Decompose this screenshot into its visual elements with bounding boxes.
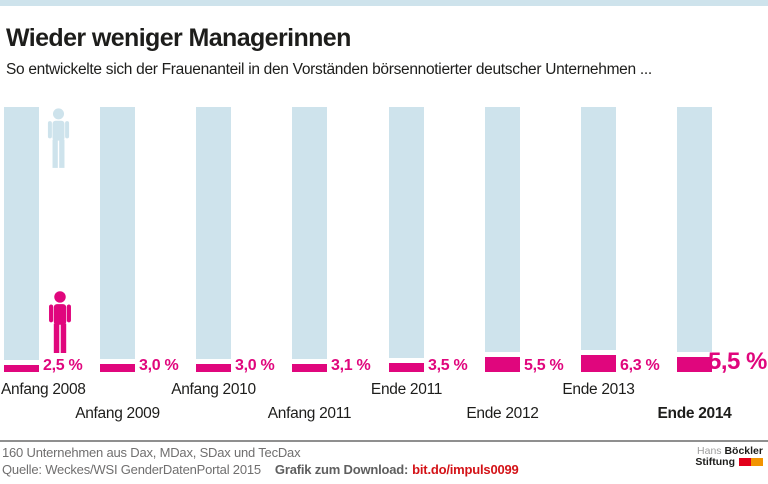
women-share-bar [100,364,135,372]
value-label: 3,1 % [331,357,371,374]
value-label: 2,5 % [43,357,83,374]
men-share-bar [292,107,327,359]
logo-line2: Stiftung [695,457,763,468]
category-label: Ende 2013 [562,381,635,398]
download-label: Grafik zum Download: [274,462,409,477]
logo-text-boeckler: Böckler [724,445,763,457]
women-share-bar [4,365,39,372]
footer-note: 160 Unternehmen aus Dax, MDax, SDax und … [2,445,301,460]
men-share-bar [581,107,616,350]
category-label: Ende 2012 [466,405,539,422]
value-label: 3,0 % [139,357,179,374]
men-share-bar [677,107,712,352]
women-share-bar [196,364,231,372]
women-share-bar [292,364,327,372]
women-share-bar [581,355,616,372]
logo-text-hans: Hans [697,445,722,457]
top-accent-strip [0,0,768,6]
men-share-bar [485,107,520,352]
logo-orange-block-icon [751,457,763,466]
women-share-bar [389,363,424,372]
hans-boeckler-stiftung-logo: Hans Böckler Stiftung [695,446,763,468]
category-label: Ende 2014 [657,405,732,422]
value-label: 3,5 % [428,357,468,374]
category-label: Anfang 2011 [267,405,352,422]
women-share-bar [485,357,520,372]
page-title: Wieder weniger Managerinnen [6,24,351,52]
source-text: Quelle: Weckes/WSI GenderDatenPortal 201… [2,462,261,477]
logo-line1: Hans Böckler [695,446,763,457]
men-share-bar [100,107,135,359]
page-subtitle: So entwickelte sich der Frauenanteil in … [6,61,652,78]
category-label: Ende 2011 [370,381,443,398]
value-label: 6,3 % [620,357,660,374]
category-label: Anfang 2009 [75,405,160,422]
category-label: Anfang 2008 [1,381,86,398]
download-link[interactable]: bit.do/impuls0099 [412,462,519,477]
men-share-bar [196,107,231,359]
value-label: 5,5 % [524,357,564,374]
logo-text-stiftung: Stiftung [695,456,735,468]
men-share-bar [389,107,424,358]
value-label: 5,5 % [708,348,767,375]
footer-source-line: Quelle: Weckes/WSI GenderDatenPortal 201… [2,463,519,476]
man-pictogram-icon [47,108,70,168]
category-label: Anfang 2010 [171,381,256,398]
women-share-bar [677,357,712,372]
footer-divider [0,440,768,442]
woman-pictogram-icon [48,291,72,353]
men-share-bar [4,107,39,360]
value-label: 3,0 % [235,357,275,374]
logo-red-block-icon [739,457,751,466]
